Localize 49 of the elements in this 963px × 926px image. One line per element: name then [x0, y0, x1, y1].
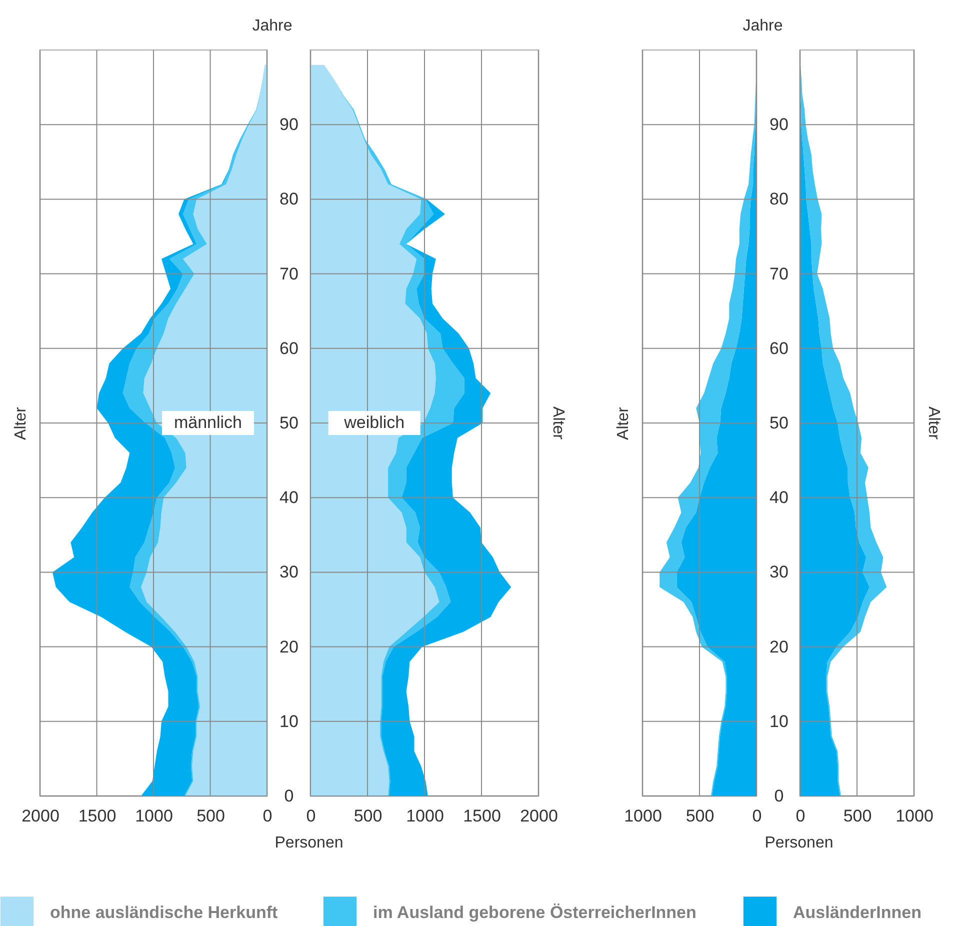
y-tick-label: 80: [770, 190, 788, 209]
legend-label: ohne ausländische Herkunft: [50, 903, 278, 922]
chart-title: Jahre: [252, 18, 292, 34]
y-tick-label: 90: [280, 115, 298, 134]
x-tick-label: 2000: [520, 806, 558, 826]
x-tick-label: 1000: [135, 806, 173, 826]
y-tick-label: 0: [774, 786, 784, 806]
y-tick-label: 80: [280, 190, 298, 209]
x-tick-label: 2000: [22, 806, 60, 826]
x-tick-label: 1500: [78, 806, 116, 826]
x-tick-label: 0: [306, 806, 316, 826]
x-tick-label: 0: [752, 806, 762, 826]
x-axis-title: Personen: [764, 834, 834, 852]
x-tick-label: 1500: [463, 806, 501, 826]
y-axis-title: Alter: [925, 406, 942, 440]
y-tick-label: 50: [280, 414, 298, 432]
y-tick-label: 30: [280, 562, 298, 582]
y-tick-label: 60: [770, 338, 788, 358]
y-tick-label: 20: [770, 637, 788, 656]
legend-label: im Ausland geborene ÖsterreicherInnen: [373, 903, 696, 922]
y-axis-title: Alter: [615, 406, 632, 440]
y-tick-label: 70: [280, 264, 298, 284]
x-tick-label: 0: [262, 806, 272, 826]
y-axis-title: Alter: [12, 406, 30, 440]
y-tick-label: 20: [280, 637, 298, 656]
y-axis-title: Alter: [550, 406, 566, 440]
x-tick-label: 1000: [624, 806, 662, 826]
y-tick-label: 0: [284, 786, 294, 806]
x-tick-label: 500: [843, 806, 872, 826]
chart-title: Jahre: [742, 18, 783, 34]
x-axis-title: Personen: [274, 834, 344, 852]
y-tick-label: 60: [280, 338, 298, 358]
y-tick-label: 40: [280, 488, 298, 508]
y-tick-label: 30: [770, 562, 788, 582]
legend-label: AusländerInnen: [793, 903, 922, 922]
y-tick-label: 50: [770, 414, 788, 432]
y-tick-label: 40: [770, 488, 788, 508]
annotation: weiblich: [343, 413, 405, 432]
x-tick-label: 1000: [896, 806, 934, 826]
y-tick-label: 70: [770, 264, 788, 284]
x-tick-label: 500: [196, 806, 225, 826]
x-tick-label: 500: [354, 806, 382, 826]
y-tick-label: 90: [770, 115, 788, 134]
annotation: männlich: [174, 413, 242, 432]
x-tick-label: 1000: [406, 806, 444, 826]
x-tick-label: 0: [796, 806, 806, 826]
y-tick-label: 10: [280, 712, 298, 731]
y-tick-label: 10: [770, 712, 788, 731]
x-tick-label: 500: [686, 806, 714, 826]
